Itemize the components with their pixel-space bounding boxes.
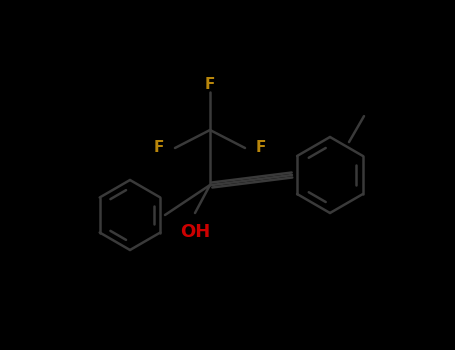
Text: OH: OH xyxy=(180,223,210,241)
Text: F: F xyxy=(154,140,164,155)
Text: F: F xyxy=(205,77,215,92)
Text: F: F xyxy=(256,140,266,155)
